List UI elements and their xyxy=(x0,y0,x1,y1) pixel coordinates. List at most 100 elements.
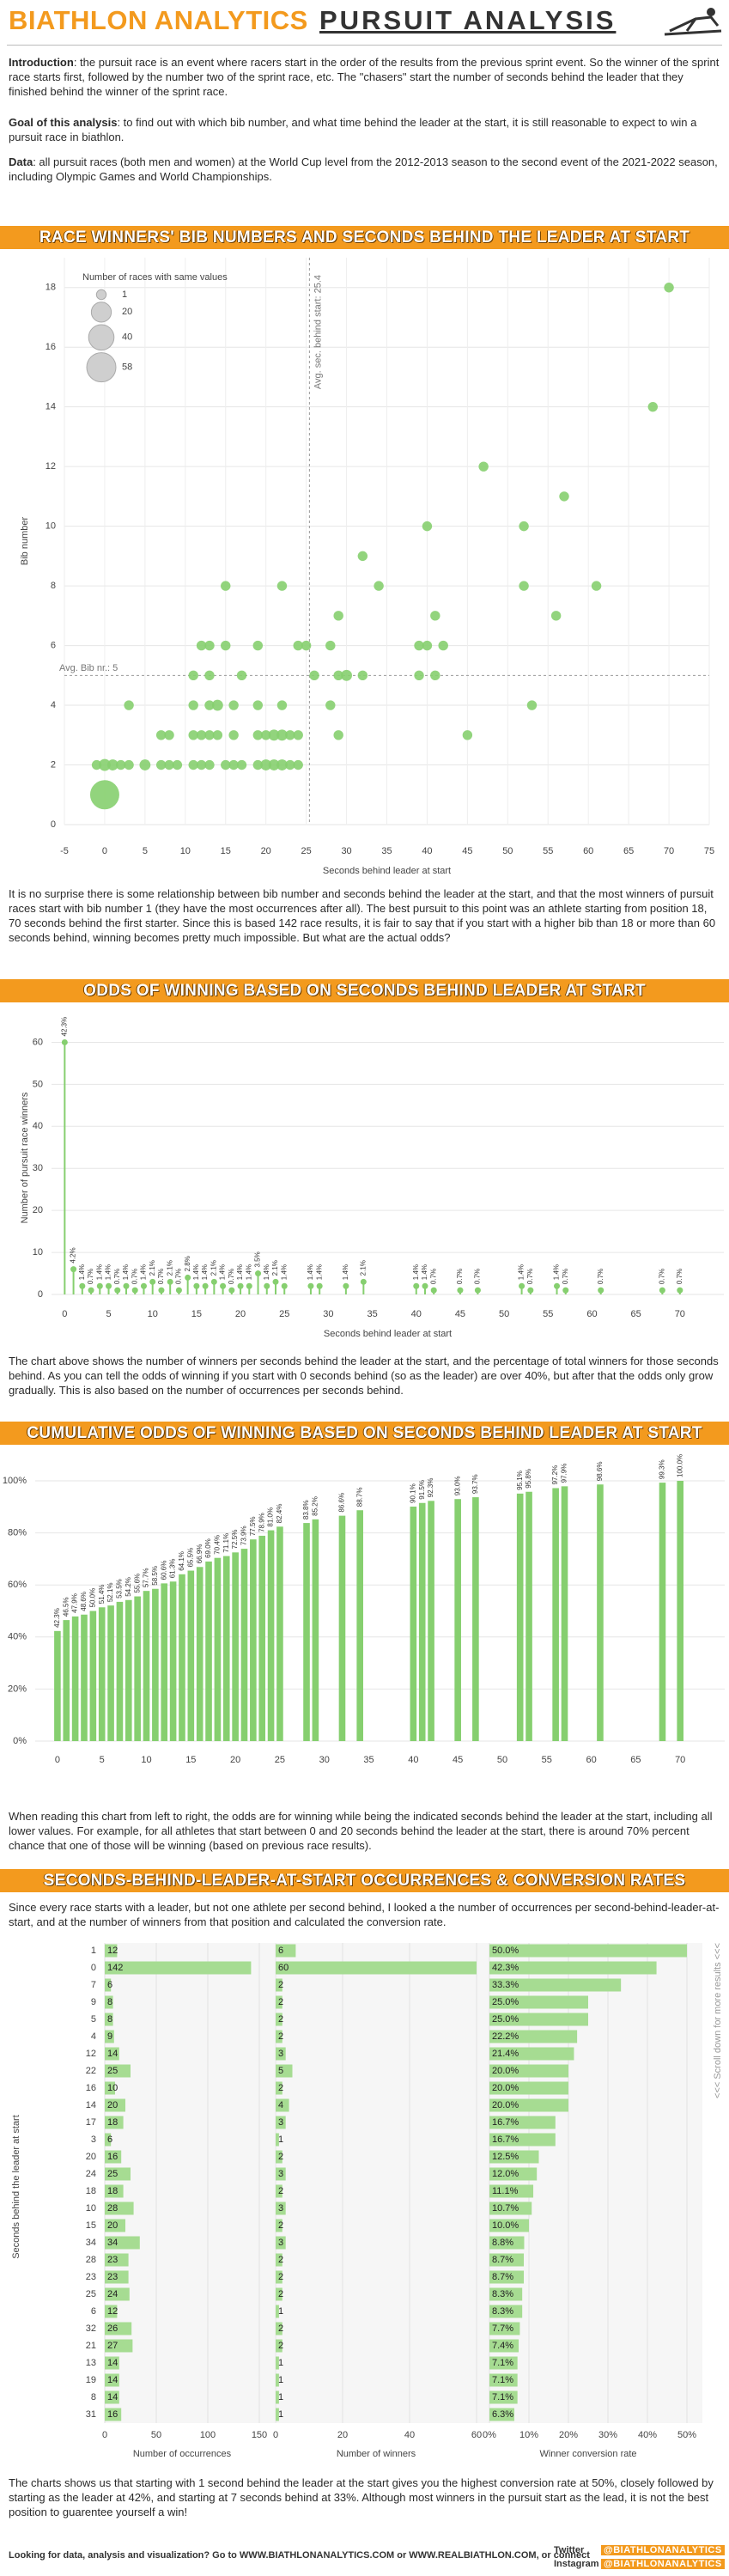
bar xyxy=(276,2219,282,2232)
bar xyxy=(472,1497,479,1741)
bar xyxy=(250,1539,257,1741)
x-tick-label: 15 xyxy=(221,846,231,856)
value-label: 100.0% xyxy=(676,1454,683,1477)
value-label: 8 xyxy=(107,1997,112,2007)
value-label: 20.0% xyxy=(492,2083,519,2093)
legend-label: 58 xyxy=(122,362,132,372)
footer-link-label: Instagram xyxy=(554,2559,599,2569)
value-label: 2.8% xyxy=(184,1256,191,1271)
bar xyxy=(489,2081,568,2095)
x-tick-label: 35 xyxy=(381,846,392,856)
footer-handle[interactable]: @BIATHLONANALYTICS xyxy=(601,2545,725,2555)
value-label: 7.1% xyxy=(492,2392,513,2402)
bar xyxy=(489,2356,518,2370)
x-tick-label: 20 xyxy=(230,1755,240,1765)
paragraph: It is no surprise there is some relation… xyxy=(9,887,716,944)
bar xyxy=(489,1961,657,1975)
value-label: 0.7% xyxy=(157,1269,165,1284)
lead: Data xyxy=(9,155,33,168)
value-label: 11.1% xyxy=(492,2186,519,2196)
x-tick-label: -5 xyxy=(60,846,69,856)
footer-handle[interactable]: @BIATHLONANALYTICS xyxy=(601,2559,725,2569)
x-tick-label: 150 xyxy=(252,2430,267,2440)
value-label: 8.3% xyxy=(492,2289,513,2299)
value-label: 5 xyxy=(278,2066,283,2076)
y-tick-label: 6 xyxy=(51,640,56,650)
bar xyxy=(489,2064,568,2078)
point xyxy=(325,640,336,651)
value-label: 1.4% xyxy=(307,1264,314,1280)
dot xyxy=(210,1278,217,1285)
legend-symbol xyxy=(88,324,115,351)
value-label: 142 xyxy=(107,1963,123,1973)
x-tick-label: 10 xyxy=(148,1309,158,1319)
point xyxy=(221,581,231,591)
scatter-chart: 0 2 4 6 8 10 12 14 16 18 -5 0 5 10 15 20 25 30 35 40 45 50 55 6… xyxy=(20,258,714,876)
dot xyxy=(167,1278,173,1285)
category-label: 7 xyxy=(91,1980,96,1990)
value-label: 25 xyxy=(107,2066,118,2076)
x-tick-label: 60 xyxy=(471,2430,482,2440)
value-label: 33.3% xyxy=(492,1980,519,1990)
bar xyxy=(276,2270,282,2284)
value-label: 1 xyxy=(278,2134,283,2145)
value-label: 47.9% xyxy=(71,1593,79,1613)
value-label: 90.1% xyxy=(409,1483,416,1503)
x-tick-label: 60 xyxy=(586,1309,597,1319)
point xyxy=(285,730,295,740)
point xyxy=(301,640,312,651)
x-tick-label: 45 xyxy=(453,1755,463,1765)
value-label: 7.1% xyxy=(492,2358,513,2368)
dot xyxy=(457,1287,464,1294)
x-tick-label: 65 xyxy=(631,1309,641,1319)
value-label: 10 xyxy=(107,2083,118,2093)
bar xyxy=(81,1614,88,1741)
dot xyxy=(474,1287,481,1294)
value-label: 1.4% xyxy=(236,1264,244,1280)
point xyxy=(550,611,562,621)
dot xyxy=(281,1282,288,1289)
dot xyxy=(554,1282,561,1289)
value-label: 2.1% xyxy=(149,1260,156,1276)
x-tick-label: 100 xyxy=(200,2430,216,2440)
category-label: 34 xyxy=(86,2238,96,2248)
y-tick-label: 0 xyxy=(51,819,56,830)
dot xyxy=(123,1282,130,1289)
x-tick-label: 15 xyxy=(191,1309,202,1319)
y-axis-title: Number of pursuit race winners xyxy=(20,1092,30,1223)
bar xyxy=(489,2167,538,2181)
bar xyxy=(276,2408,279,2421)
point xyxy=(478,461,489,472)
x-tick-label: 0 xyxy=(62,1309,67,1319)
bar xyxy=(105,2270,129,2284)
point xyxy=(228,700,239,710)
point xyxy=(276,729,288,741)
value-label: 23 xyxy=(107,2272,118,2282)
dot xyxy=(131,1287,138,1294)
value-label: 51.4% xyxy=(98,1585,106,1605)
value-label: 1.4% xyxy=(280,1264,288,1280)
x-tick-label: 30% xyxy=(598,2430,617,2440)
value-label: 25.0% xyxy=(492,2014,519,2025)
value-label: 42.3% xyxy=(60,1017,68,1037)
x-tick-label: 0 xyxy=(102,846,107,856)
bar xyxy=(489,2270,525,2284)
bar xyxy=(489,2013,588,2026)
y-tick-label: 2 xyxy=(51,759,56,770)
point xyxy=(204,670,215,681)
x-tick-label: 30 xyxy=(323,1309,333,1319)
bar xyxy=(276,2167,286,2181)
category-label: 22 xyxy=(86,2066,96,2076)
value-label: 18 xyxy=(107,2186,118,2196)
paragraph: Since every race starts with a leader, b… xyxy=(9,1901,720,1928)
value-label: 22.2% xyxy=(492,2031,519,2042)
bar xyxy=(187,1570,195,1741)
value-label: 1 xyxy=(278,2306,283,2317)
text: : to find out with which bib number, and… xyxy=(9,116,697,143)
dot xyxy=(519,1282,525,1289)
x-tick-label: 5 xyxy=(100,1755,105,1765)
y-tick-label: 80% xyxy=(8,1528,27,1538)
y-axis-title: Bib number xyxy=(20,517,30,566)
data-paragraph: Data: all pursuit races (both men and wo… xyxy=(9,155,720,184)
